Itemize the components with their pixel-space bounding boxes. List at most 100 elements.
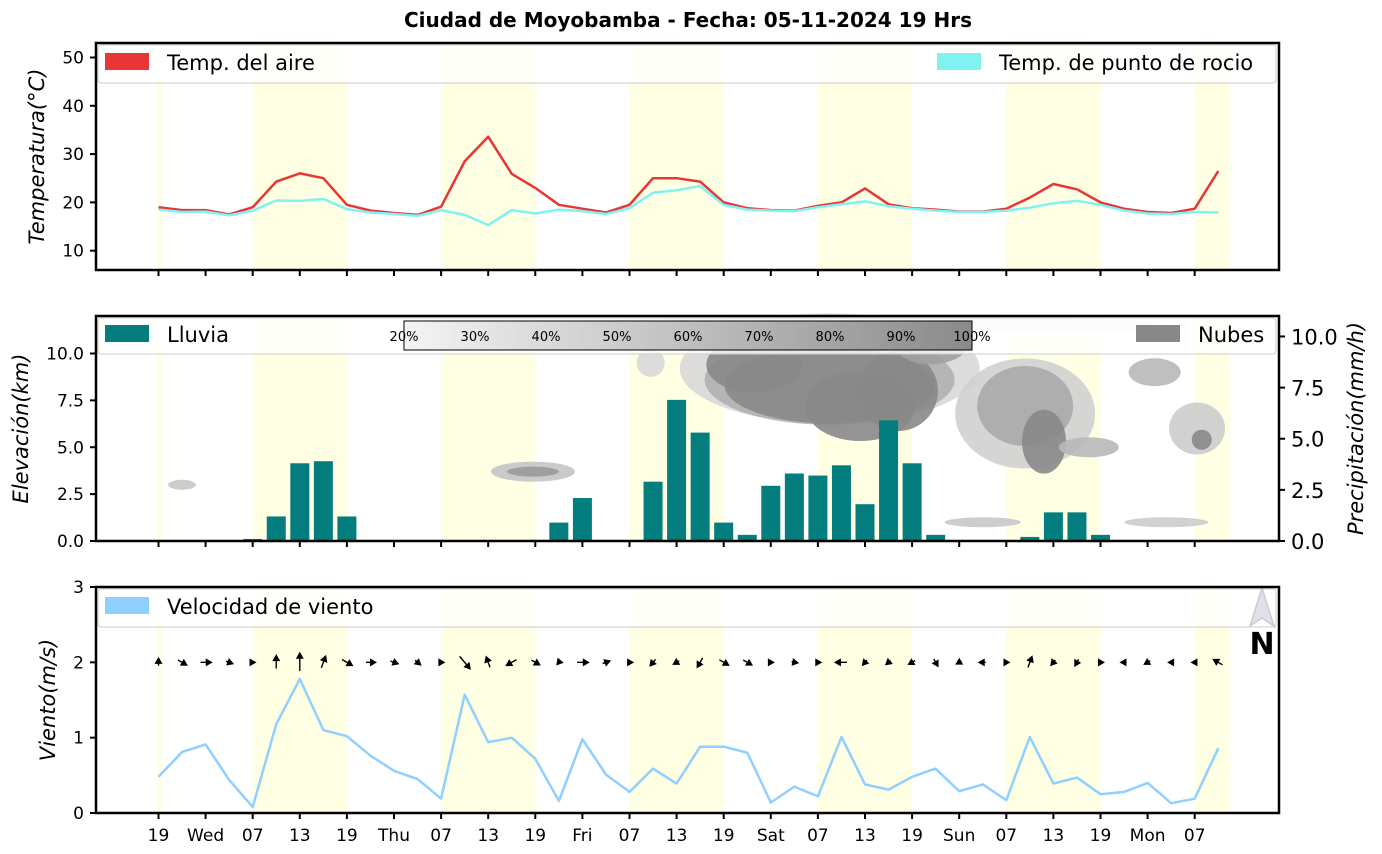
- wind-arrow-head: [861, 658, 870, 667]
- wind-arrow: [626, 658, 635, 667]
- wind-arrow: [576, 658, 590, 667]
- wind-arrow-head: [977, 658, 985, 667]
- x-tick-label: 07: [619, 826, 641, 846]
- x-tick-label: 19: [1090, 826, 1112, 846]
- wind-arrow-head: [532, 658, 541, 666]
- wind-arrow-head: [249, 658, 257, 667]
- x-tick-label: Sun: [943, 826, 975, 846]
- wind-arrow-head: [767, 658, 775, 667]
- y-tick-label: 2.5: [57, 485, 84, 505]
- x-tick-label: 13: [666, 826, 688, 846]
- wind-arrow-head: [319, 654, 328, 663]
- colorbar-label: 40%: [532, 330, 561, 345]
- wind-arrow: [438, 658, 446, 667]
- wind-arrow-head: [438, 658, 446, 667]
- rain-bar: [879, 420, 899, 541]
- wind-arrow: [977, 658, 986, 667]
- legend-box: [97, 588, 1277, 628]
- legend-swatch: [1136, 325, 1180, 342]
- wind-arrow-head: [696, 660, 704, 669]
- colorbar-label: 50%: [603, 330, 632, 345]
- y-tick-label: 10.0: [46, 345, 84, 365]
- wind-arrow: [696, 657, 704, 669]
- rain-bar: [266, 516, 286, 541]
- wind-arrow-head: [1143, 657, 1152, 665]
- colorbar-label: 20%: [390, 330, 419, 345]
- cloud-contour: [1021, 409, 1066, 474]
- wind-arrow: [931, 658, 939, 668]
- rain-bar: [714, 522, 734, 541]
- y-tick-label: 0: [73, 804, 84, 824]
- wind-arrow: [1026, 655, 1034, 668]
- wind-arrow: [319, 654, 328, 669]
- wind-arrow-head: [791, 658, 800, 666]
- wind-arrow: [1119, 658, 1127, 667]
- y-right-tick-label: 10.0: [1291, 325, 1338, 349]
- wind-arrow: [413, 658, 422, 666]
- dew-point-line: [158, 184, 1219, 227]
- north-label: N: [1249, 627, 1274, 662]
- cloud-contour: [1058, 437, 1119, 458]
- x-tick-label: 07: [807, 826, 829, 846]
- y-tick-label: 2: [73, 653, 84, 673]
- rain-bar: [855, 504, 875, 541]
- rain-bar: [690, 432, 710, 541]
- colorbar-label: 70%: [745, 330, 774, 345]
- x-tick-label: 07: [242, 826, 264, 846]
- wind-arrow: [341, 658, 354, 667]
- cloud-contour: [636, 348, 665, 377]
- cloud-contour: [168, 479, 197, 490]
- wind-arrow-head: [744, 658, 754, 666]
- wind-arrow-head: [413, 658, 422, 666]
- wind-arrow-head: [1212, 658, 1221, 666]
- wind-arrow-head: [931, 659, 939, 668]
- rain-bar: [643, 481, 663, 541]
- wind-arrow: [672, 657, 681, 665]
- wind-arrow-head: [1098, 658, 1105, 667]
- y-tick-label: 40: [62, 97, 84, 117]
- wind-arrow: [177, 658, 188, 666]
- y-tick-label: 30: [62, 145, 84, 165]
- colorbar-label: 60%: [674, 330, 703, 345]
- x-tick-label: 07: [995, 826, 1017, 846]
- elevation-ylabel: Elevación(km): [9, 354, 33, 504]
- y-tick-label: 50: [62, 48, 84, 68]
- y-tick-label: 1: [73, 729, 84, 749]
- wind-arrow-head: [721, 658, 730, 666]
- wind-arrow-head: [1190, 658, 1198, 667]
- y-right-tick-label: 2.5: [1291, 479, 1324, 503]
- y-tick-label: 3: [73, 578, 84, 598]
- wind-arrow-head: [205, 658, 213, 667]
- wind-arrow-head: [179, 658, 188, 666]
- legend-swatch: [105, 53, 149, 70]
- rain-bar: [761, 485, 781, 541]
- temp-ylabel: Temperatura(°C): [25, 69, 49, 245]
- wind-arrow: [1212, 658, 1223, 666]
- wind-arrow: [833, 658, 847, 667]
- wind-arrow: [484, 655, 492, 668]
- wind-arrow: [295, 651, 304, 671]
- colorbar-label: 100%: [953, 330, 990, 345]
- wind-speed-line: [157, 677, 1220, 809]
- rain-bar: [1043, 512, 1063, 541]
- wind-arrow: [1074, 658, 1082, 667]
- x-tick-label: 19: [336, 826, 358, 846]
- y-right-tick-label: 0.0: [1291, 530, 1324, 554]
- y-tick-label: 5.0: [57, 438, 84, 458]
- x-tick-label: 07: [1184, 826, 1206, 846]
- precip-ylabel: Precipitación(mm/h): [1344, 322, 1368, 535]
- wind-arrow-head: [649, 658, 657, 667]
- wind-arrow: [767, 658, 775, 667]
- colorbar-label: 90%: [887, 330, 916, 345]
- rain-bar: [549, 522, 569, 541]
- x-tick-label: 13: [1043, 826, 1065, 846]
- legend-label: Velocidad de viento: [167, 595, 373, 619]
- x-tick-label: Fri: [572, 826, 592, 846]
- axes-frame: [94, 585, 1281, 815]
- day-band: [157, 316, 162, 541]
- wind-arrow: [1143, 657, 1152, 665]
- wind-arrow-head: [272, 654, 281, 662]
- wind-arrow: [390, 658, 400, 666]
- wind-arrow: [955, 657, 964, 665]
- rain-bar: [1020, 536, 1040, 541]
